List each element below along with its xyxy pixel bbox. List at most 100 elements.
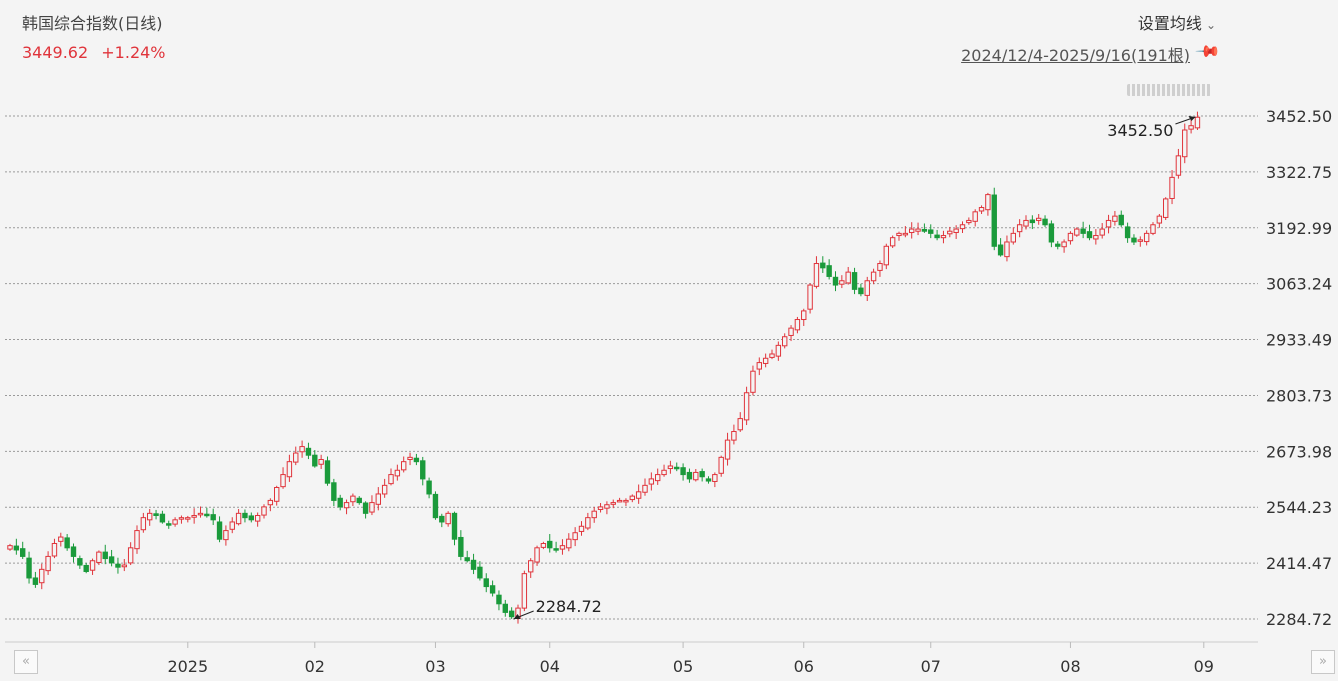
candle-body [1105,219,1112,228]
candle-body [750,370,756,393]
candle-body [642,484,648,493]
candle-body [318,459,324,465]
candle-body [1055,243,1061,247]
candle-body [388,474,394,485]
candle-body [1194,116,1201,129]
candle-body [134,530,140,550]
candle-body [775,344,782,357]
candle-body [204,513,210,517]
candle-body [1023,219,1029,227]
candle-body [115,563,121,568]
y-tick-label: 2673.98 [1266,442,1332,461]
candle-body [1150,224,1156,234]
y-tick-label: 3063.24 [1266,275,1332,294]
candle-body [337,497,343,508]
candle-body [928,229,934,234]
price-quote: 3449.62 +1.24% [22,43,174,62]
candle-body [356,497,362,504]
x-tick-label: 09 [1194,657,1214,676]
candle-body [7,545,13,550]
candle-body [305,447,312,456]
candle-body [159,513,166,523]
candle-body [966,219,972,224]
candle-body [51,543,58,557]
candle-body [953,228,959,234]
candle-body [464,557,470,562]
candle-body [502,603,509,613]
candle-body [635,491,642,499]
candle-body [864,280,870,296]
candle-body [127,547,134,564]
candle-body [261,506,267,516]
candle-body [947,230,953,235]
scroll-right-button[interactable]: » [1311,650,1335,674]
candle-body [896,232,902,237]
candle-body [432,493,439,519]
candle-body [858,287,864,295]
candle-body [1010,232,1016,243]
candle-body [426,480,432,495]
candle-body [407,456,413,461]
x-tick-label: 03 [425,657,445,676]
y-tick-label: 3452.50 [1266,107,1332,126]
candle-body [870,271,877,282]
candle-body [521,573,528,609]
candle-body [686,471,693,480]
candle-body [616,499,623,503]
candle-body [235,512,242,525]
chart-title: 韩国综合指数(日线) [22,14,163,33]
candle-body [242,512,248,519]
candle-body [267,499,274,506]
candle-body [496,594,502,605]
moving-average-setting-button[interactable]: 设置均线 ⌄ [1138,10,1216,34]
candle-body [1004,241,1010,258]
candle-body [445,512,451,525]
candle-body [70,546,77,557]
candle-body [813,263,820,287]
candle-body [877,263,883,271]
candle-body [832,276,839,286]
low-arrow-head [513,614,521,619]
candle-body [210,514,216,521]
candle-body [1137,239,1143,242]
x-tick-label: 2025 [167,657,208,676]
candle-body [1074,228,1080,236]
candle-body [661,469,667,476]
date-range-link[interactable]: 2024/12/4-2025/9/16(191根) [961,46,1190,65]
y-tick-label: 2414.47 [1266,554,1332,573]
y-tick-label: 2933.49 [1266,331,1332,350]
candle-body [108,556,115,564]
candle-body [299,446,305,453]
candle-body [718,456,724,474]
candle-body [655,474,661,482]
candle-body [477,566,483,579]
candle-body [915,228,921,232]
candle-body [147,512,153,521]
candle-body [191,515,197,518]
candle-body [229,521,235,530]
candle-body [559,545,566,550]
candle-body [343,502,350,509]
candle-body [13,545,20,551]
candle-body [413,457,420,463]
candle-body [959,224,966,230]
candle-body [1029,219,1036,224]
candle-body [1080,228,1086,234]
candle-body [883,245,889,266]
scroll-left-button[interactable]: « [14,650,38,674]
candle-body [369,502,375,513]
candle-body [197,512,204,516]
candle-body [280,474,286,488]
candle-body [121,564,127,568]
x-tick-label: 06 [794,657,814,676]
candle-body [458,536,464,557]
range-drag-handle[interactable] [1127,84,1211,96]
candle-body [1048,223,1055,243]
candle-body [743,392,750,421]
candle-body [20,548,26,557]
candle-body [77,558,83,566]
candle-body [102,551,108,560]
y-tick-label: 3192.99 [1266,219,1332,238]
candle-body [1042,218,1048,226]
